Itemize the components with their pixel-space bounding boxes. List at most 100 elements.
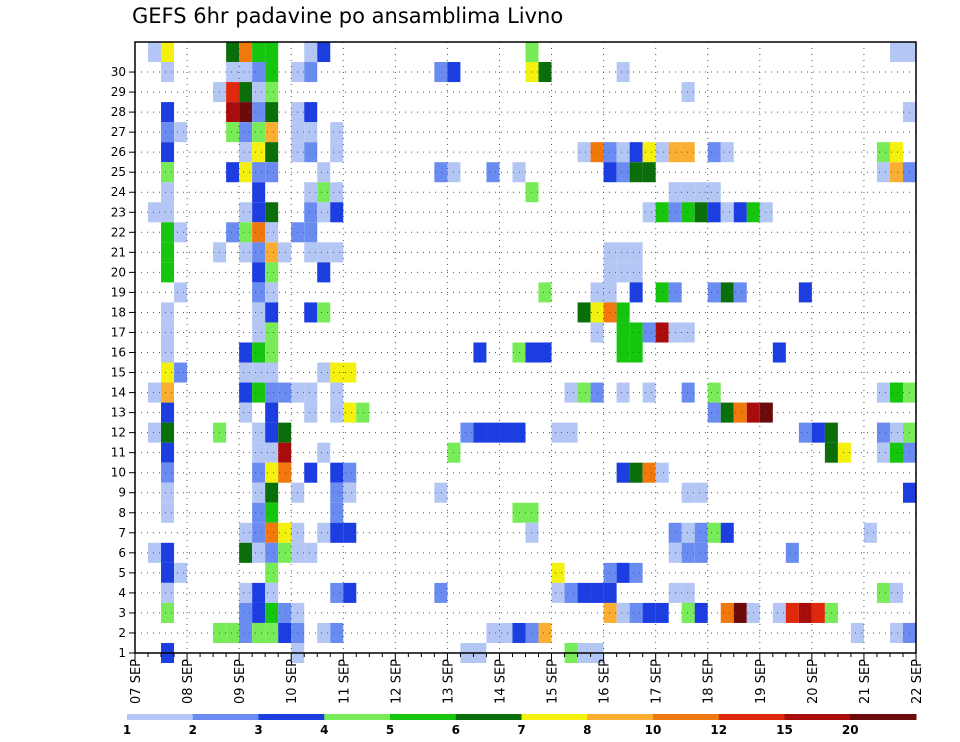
heatmap-cell (330, 462, 344, 483)
heatmap-cell (239, 222, 253, 243)
y-tick-label: 1 (118, 646, 126, 660)
heatmap-cell (174, 222, 188, 243)
heatmap-cell (161, 62, 175, 83)
heatmap-cell (239, 142, 253, 163)
heatmap-cell (252, 502, 266, 523)
colorbar-label: 7 (517, 723, 525, 737)
y-tick-label: 23 (111, 205, 126, 219)
heatmap-cell (226, 62, 240, 83)
heatmap-cell (642, 382, 656, 403)
heatmap-cell (226, 622, 240, 643)
x-tick-label: 12 SEP (389, 659, 404, 704)
heatmap-cell (161, 202, 175, 223)
heatmap-cell (876, 382, 890, 403)
heatmap-cell (239, 242, 253, 263)
y-tick-label: 18 (111, 305, 126, 319)
heatmap-cell (161, 322, 175, 343)
y-tick-label: 27 (111, 125, 126, 139)
heatmap-cell (252, 542, 266, 563)
heatmap-cell (252, 102, 266, 123)
heatmap-cell (564, 382, 578, 403)
heatmap-cell (681, 182, 695, 203)
heatmap-cell (642, 322, 656, 343)
heatmap-cell (161, 342, 175, 363)
heatmap-cell (239, 362, 253, 383)
heatmap-cell (512, 342, 526, 363)
heatmap-cell (538, 622, 552, 643)
y-tick-label: 24 (111, 185, 126, 199)
heatmap-cell (226, 122, 240, 143)
heatmap-cell (629, 342, 643, 363)
heatmap-cell (577, 382, 591, 403)
heatmap-cell (304, 122, 318, 143)
heatmap-cell (889, 442, 903, 463)
heatmap-cell (564, 582, 578, 603)
heatmap-cell (876, 442, 890, 463)
heatmap-cell (239, 122, 253, 143)
heatmap-cell (265, 522, 279, 543)
heatmap-cell (252, 302, 266, 323)
y-tick-label: 20 (111, 265, 126, 279)
heatmap-cell (265, 482, 279, 503)
heatmap-cell (161, 362, 175, 383)
y-tick-label: 8 (118, 506, 126, 520)
y-tick-label: 11 (111, 446, 126, 460)
heatmap-cell (473, 342, 487, 363)
heatmap-cell (811, 422, 825, 443)
heatmap-cell (304, 462, 318, 483)
heatmap-cell (265, 502, 279, 523)
heatmap-cell (265, 422, 279, 443)
colorbar-swatch (718, 714, 785, 720)
heatmap-cell (525, 622, 539, 643)
heatmap-cell (239, 102, 253, 123)
heatmap-cell (304, 42, 318, 63)
heatmap-cell (265, 622, 279, 643)
heatmap-cell (317, 362, 331, 383)
heatmap-cell (265, 82, 279, 103)
heatmap-cell (876, 582, 890, 603)
heatmap-cell (343, 522, 357, 543)
heatmap-cell (629, 602, 643, 623)
heatmap-cell (642, 462, 656, 483)
heatmap-cell (265, 262, 279, 283)
colorbar-label: 20 (842, 723, 859, 737)
heatmap-cell (161, 542, 175, 563)
heatmap-cell (317, 262, 331, 283)
heatmap-cell (798, 422, 812, 443)
heatmap-cell (239, 382, 253, 403)
y-tick-label: 30 (111, 65, 126, 79)
heatmap-cell (278, 382, 292, 403)
heatmap-cell (538, 342, 552, 363)
heatmap-cell (161, 182, 175, 203)
heatmap-cell (161, 42, 175, 63)
heatmap-cell (616, 462, 630, 483)
heatmap-cell (551, 562, 565, 583)
heatmap-cell (694, 522, 708, 543)
heatmap-cell (278, 462, 292, 483)
heatmap-cell (525, 42, 539, 63)
heatmap-cell (889, 422, 903, 443)
colorbar-swatch (653, 714, 720, 720)
heatmap-cell (629, 262, 643, 283)
heatmap-cell (525, 522, 539, 543)
heatmap-cell (785, 602, 799, 623)
heatmap-cell (642, 162, 656, 183)
colorbar-label: 10 (645, 723, 662, 737)
heatmap-cell (616, 262, 630, 283)
heatmap-cell (278, 442, 292, 463)
heatmap-cell (148, 202, 162, 223)
heatmap-cell (720, 202, 734, 223)
heatmap-cell (174, 562, 188, 583)
heatmap-cell (304, 402, 318, 423)
heatmap-cell (681, 602, 695, 623)
heatmap-cell (161, 262, 175, 283)
heatmap-cell (304, 202, 318, 223)
heatmap-cell (252, 222, 266, 243)
heatmap-cell (317, 302, 331, 323)
x-tick-label: 09 SEP (233, 659, 248, 704)
heatmap-cell (304, 382, 318, 403)
heatmap-cell (265, 442, 279, 463)
x-tick-label: 11 SEP (337, 659, 352, 704)
heatmap-cell (343, 582, 357, 603)
heatmap-cell (616, 562, 630, 583)
